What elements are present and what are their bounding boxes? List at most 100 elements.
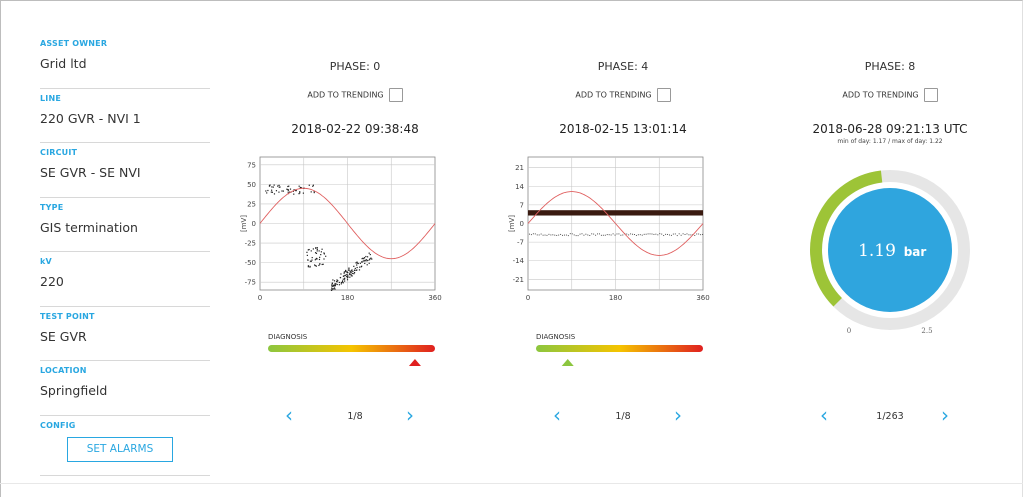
next-arrow-icon[interactable]: › <box>406 403 414 427</box>
data-point <box>318 264 320 267</box>
pager: 1/8 <box>615 411 631 422</box>
set-alarms-button[interactable]: SET ALARMS <box>67 436 173 462</box>
field-value: SE GVR - SE NVI <box>40 165 141 180</box>
data-point <box>354 267 356 270</box>
data-point <box>293 193 295 195</box>
test-point-field: TEST POINT SE GVR <box>40 307 210 361</box>
data-point <box>548 233 550 235</box>
trending-checkbox[interactable] <box>656 88 671 102</box>
data-point <box>364 262 366 265</box>
data-point <box>362 257 364 259</box>
gauge-value-arc <box>810 170 883 307</box>
field-label: ASSET OWNER <box>40 39 108 48</box>
y-tick-label: -14 <box>513 257 525 265</box>
y-tick-label: -7 <box>517 239 524 247</box>
data-point <box>366 256 369 258</box>
data-point <box>550 234 552 236</box>
data-point <box>338 281 340 284</box>
data-point <box>349 270 351 272</box>
data-point <box>643 233 645 235</box>
data-point <box>370 257 372 259</box>
next-arrow-icon[interactable]: › <box>941 403 949 427</box>
data-point <box>595 234 597 236</box>
data-point <box>604 234 606 236</box>
trending-checkbox[interactable] <box>923 88 938 102</box>
next-arrow-icon[interactable]: › <box>674 403 682 427</box>
field-value: 220 GVR - NVI 1 <box>40 110 141 126</box>
data-point <box>343 271 345 273</box>
phase-title: PHASE: 8 <box>864 60 916 73</box>
prev-arrow-icon[interactable]: ‹ <box>285 403 293 427</box>
trending-checkbox[interactable] <box>388 88 403 102</box>
data-point <box>558 234 560 236</box>
data-point <box>575 235 577 237</box>
data-point <box>359 266 361 268</box>
phase-title: PHASE: 0 <box>329 60 381 73</box>
add-to-trending: ADD TO TRENDING <box>240 88 470 102</box>
gauge-value: 1.19 <box>858 241 896 261</box>
data-point <box>344 277 346 279</box>
prev-arrow-icon[interactable]: ‹ <box>553 403 561 427</box>
data-point <box>275 190 278 192</box>
field-label: kV <box>40 257 52 266</box>
data-point <box>319 263 321 265</box>
gauge-unit: bar <box>904 245 927 259</box>
data-point <box>334 288 336 290</box>
data-point <box>354 269 356 272</box>
phase-title: PHASE: 4 <box>597 60 649 73</box>
data-point <box>346 271 348 274</box>
prev-arrow-icon[interactable]: ‹ <box>820 403 828 427</box>
data-point <box>279 186 281 188</box>
data-point <box>310 191 312 193</box>
data-point <box>299 191 301 193</box>
data-point <box>661 233 663 235</box>
x-tick-label: 360 <box>428 294 441 302</box>
config-field: CONFIG SET ALARMS <box>40 416 210 476</box>
data-point <box>346 275 348 277</box>
data-point <box>668 234 670 236</box>
data-point <box>269 184 271 186</box>
data-point <box>316 247 318 249</box>
data-point <box>267 189 269 192</box>
data-point <box>698 233 700 235</box>
data-point <box>312 185 314 187</box>
pd-scatter-chart: 21 14 7 0 -7 -14 -21 0 180 360 [mV] <box>508 156 710 302</box>
data-point <box>315 247 317 249</box>
data-point <box>686 233 688 235</box>
data-point <box>312 184 314 186</box>
data-point <box>608 234 610 236</box>
data-point <box>348 267 350 269</box>
data-point <box>567 235 569 237</box>
data-point <box>312 248 314 250</box>
data-point <box>313 191 315 194</box>
data-point <box>362 260 364 262</box>
data-point <box>350 271 352 273</box>
data-point <box>292 190 294 192</box>
diagnosis-bar <box>536 345 703 352</box>
trending-label: ADD TO TRENDING <box>307 90 384 100</box>
data-point <box>562 234 564 236</box>
data-point <box>342 280 344 282</box>
data-point <box>614 234 616 236</box>
data-point <box>314 259 316 261</box>
data-point <box>368 262 370 264</box>
data-point <box>302 192 304 194</box>
data-point <box>593 233 595 235</box>
data-point <box>342 275 345 277</box>
diagnosis-bar <box>268 345 435 352</box>
data-point <box>583 234 585 236</box>
data-point <box>287 185 289 188</box>
y-tick-label: 50 <box>247 181 256 189</box>
bottom-divider <box>0 483 1023 484</box>
data-point <box>346 270 348 273</box>
data-point <box>270 191 272 193</box>
data-point <box>589 234 591 236</box>
data-point <box>331 282 333 285</box>
data-point <box>597 233 599 235</box>
data-point <box>688 234 690 236</box>
field-value: GIS termination <box>40 219 138 235</box>
data-point <box>332 279 334 281</box>
data-point <box>315 252 318 254</box>
data-point <box>645 233 647 235</box>
